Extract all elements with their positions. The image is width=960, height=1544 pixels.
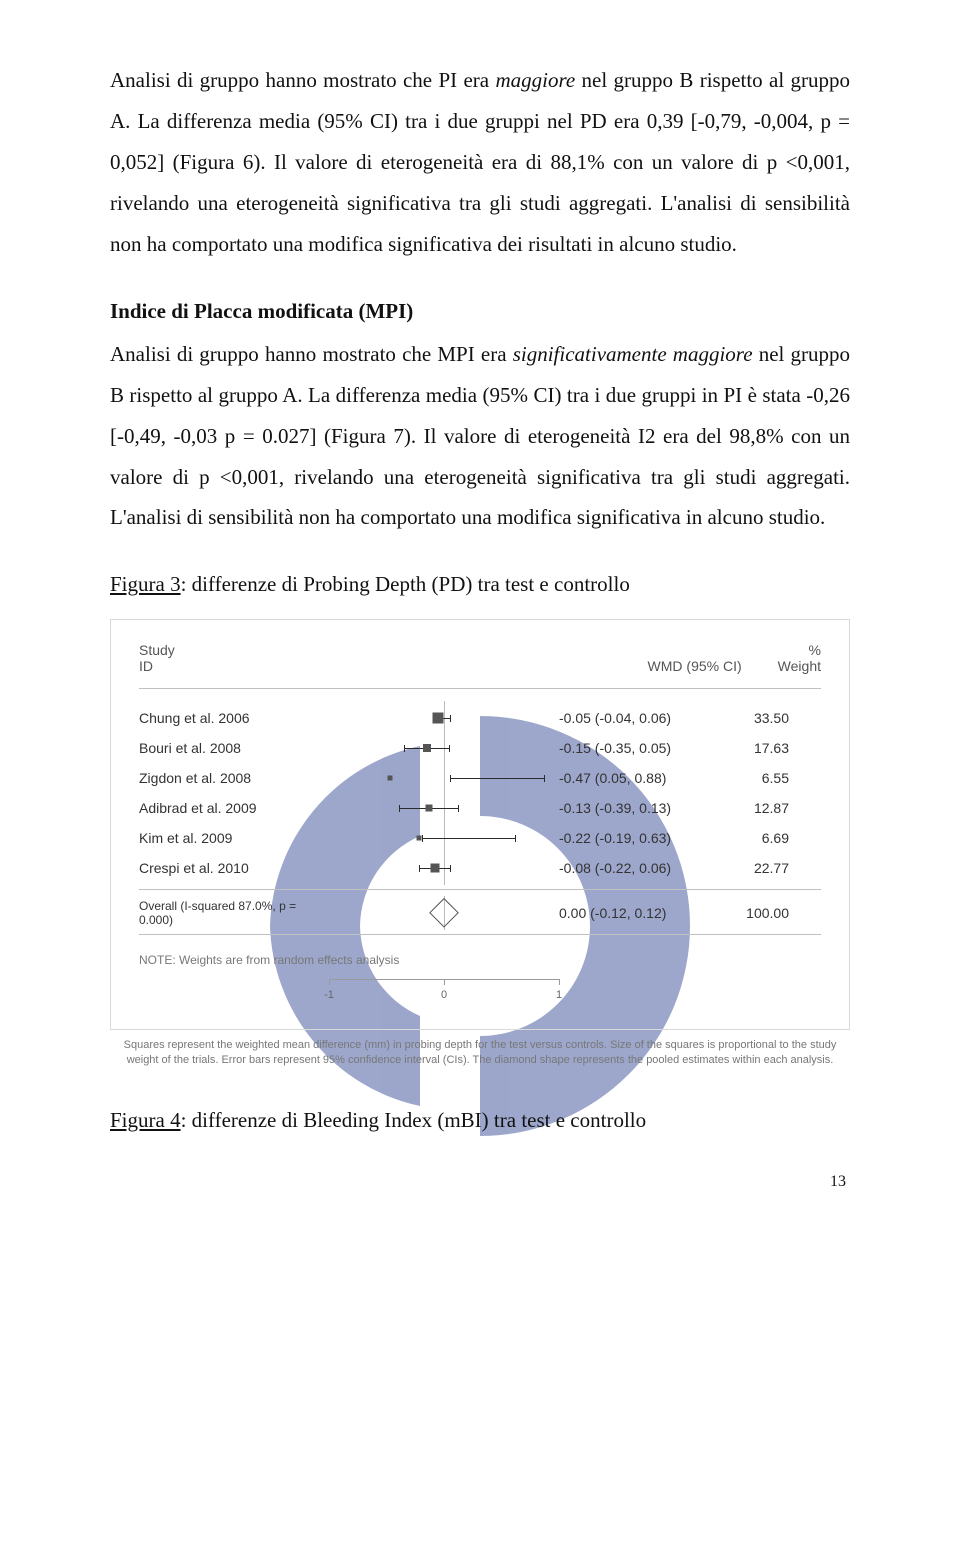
figure4-caption: Figura 4: differenze di Bleeding Index (… xyxy=(110,1108,850,1133)
forest-weight-value: 6.69 xyxy=(719,830,789,846)
forest-overall-wmd: 0.00 (-0.12, 0.12) xyxy=(559,905,719,921)
forest-row-plot xyxy=(329,703,559,733)
forest-wmd-value: -0.13 (-0.39, 0.13) xyxy=(559,800,719,816)
forest-divider-2 xyxy=(139,889,821,890)
forest-study-label: Zigdon et al. 2008 xyxy=(139,770,329,786)
forest-study-label: Adibrad et al. 2009 xyxy=(139,800,329,816)
figure4-label: Figura 4 xyxy=(110,1108,181,1132)
forest-plot: Study ID % WMD (95% CI) Weight Chung et … xyxy=(110,619,850,1030)
para2-pre: Analisi di gruppo hanno mostrato che MPI… xyxy=(110,342,513,366)
paragraph-mpi: Analisi di gruppo hanno mostrato che MPI… xyxy=(110,334,850,539)
forest-wmd-value: -0.08 (-0.22, 0.06) xyxy=(559,860,719,876)
forest-weight-value: 17.63 xyxy=(719,740,789,756)
forest-axis: -101 xyxy=(329,975,559,1015)
forest-study-label: Bouri et al. 2008 xyxy=(139,740,329,756)
forest-weight-value: 12.87 xyxy=(719,800,789,816)
forest-row: Adibrad et al. 2009 -0.13 (-0.39, 0.13)12… xyxy=(139,793,821,823)
forest-study-label: Kim et al. 2009 xyxy=(139,830,329,846)
header-id: ID xyxy=(139,658,175,674)
axis-tick-label: -1 xyxy=(324,989,334,1001)
para1-ital: maggiore xyxy=(495,68,575,92)
figure3-text: : differenze di Probing Depth (PD) tra t… xyxy=(181,572,630,596)
axis-tick-label: 0 xyxy=(441,989,447,1001)
header-wmd: WMD (95% CI) xyxy=(648,658,742,674)
para2-post: nel gruppo B rispetto al gruppo A. La di… xyxy=(110,342,850,530)
forest-header: Study ID % WMD (95% CI) Weight xyxy=(139,642,821,674)
forest-subcaption: Squares represent the weighted mean diff… xyxy=(110,1038,850,1068)
forest-row: Bouri et al. 2008 -0.15 (-0.35, 0.05)17.6… xyxy=(139,733,821,763)
forest-row-plot xyxy=(329,793,559,823)
forest-row: Kim et al. 2009 -0.22 (-0.19, 0.63)6.69 xyxy=(139,823,821,853)
figure3-caption: Figura 3: differenze di Probing Depth (P… xyxy=(110,572,850,597)
forest-divider-3 xyxy=(139,934,821,935)
forest-row-plot xyxy=(329,853,559,883)
forest-row: Crespi et al. 2010 -0.08 (-0.22, 0.06)22.… xyxy=(139,853,821,883)
para1-post: nel gruppo B rispetto al gruppo A. La di… xyxy=(110,68,850,256)
header-weight: Weight xyxy=(778,658,821,674)
forest-row: Chung et al. 2006 -0.05 (-0.04, 0.06)33.5… xyxy=(139,703,821,733)
forest-row-plot xyxy=(329,823,559,853)
forest-overall-row: Overall (I-squared 87.0%, p = 0.000) 0.00… xyxy=(139,898,821,928)
forest-overall-label: Overall (I-squared 87.0%, p = 0.000) xyxy=(139,899,329,927)
forest-wmd-value: -0.22 (-0.19, 0.63) xyxy=(559,830,719,846)
forest-weight-value: 6.55 xyxy=(719,770,789,786)
forest-rows-container: Chung et al. 2006 -0.05 (-0.04, 0.06)33.5… xyxy=(139,703,821,883)
forest-row-plot xyxy=(329,763,559,793)
forest-overall-plot xyxy=(329,898,559,928)
figure3-label: Figura 3 xyxy=(110,572,181,596)
page-number: 13 xyxy=(110,1173,850,1191)
forest-study-label: Crespi et al. 2010 xyxy=(139,860,329,876)
axis-tick-label: 1 xyxy=(556,989,562,1001)
forest-wmd-value: -0.15 (-0.35, 0.05) xyxy=(559,740,719,756)
forest-divider xyxy=(139,688,821,689)
para2-ital: significativamente maggiore xyxy=(513,342,753,366)
forest-weight-value: 33.50 xyxy=(719,710,789,726)
forest-note: NOTE: Weights are from random effects an… xyxy=(139,953,821,967)
para1-pre: Analisi di gruppo hanno mostrato che PI … xyxy=(110,68,495,92)
forest-wmd-value: -0.05 (-0.04, 0.06) xyxy=(559,710,719,726)
header-percent: % xyxy=(648,642,821,658)
paragraph-pi: Analisi di gruppo hanno mostrato che PI … xyxy=(110,60,850,265)
forest-overall-weight: 100.00 xyxy=(719,905,789,921)
forest-weight-value: 22.77 xyxy=(719,860,789,876)
forest-wmd-value: -0.47 (0.05, 0.88) xyxy=(559,770,719,786)
forest-row: Zigdon et al. 2008 -0.47 (0.05, 0.88)6.55 xyxy=(139,763,821,793)
header-study: Study xyxy=(139,642,175,658)
forest-study-label: Chung et al. 2006 xyxy=(139,710,329,726)
forest-row-plot xyxy=(329,733,559,763)
figure4-text: : differenze di Bleeding Index (mBI) tra… xyxy=(181,1108,647,1132)
section-title-mpi: Indice di Placca modificata (MPI) xyxy=(110,299,850,324)
